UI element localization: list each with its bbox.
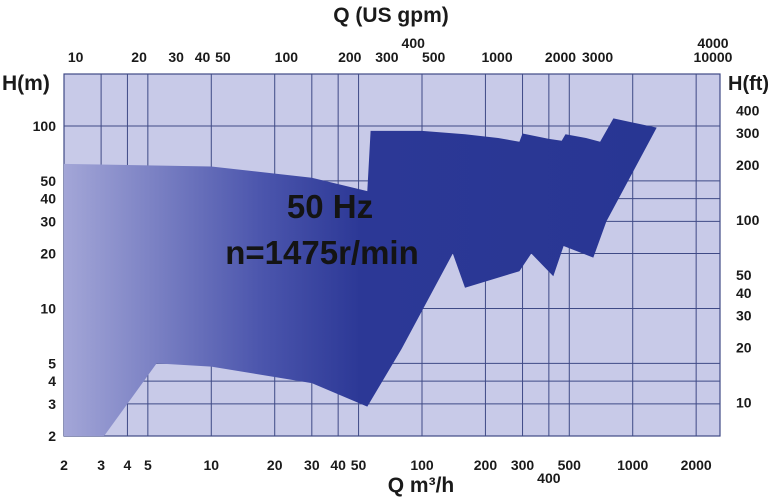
x-tick-label-bottom: 40 [330,457,346,473]
x-tick-label-top: 50 [215,49,231,65]
x-tick-label-bottom: 4 [124,457,132,473]
y-tick-label-right: 30 [736,308,752,324]
y-tick-label-left: 2 [48,428,56,444]
coverage-region [64,118,657,437]
annotation-speed: n=1475r/min [225,234,419,271]
y-tick-label-left: 30 [40,213,56,229]
y-tick-label-right: 50 [736,267,752,283]
y-tick-label-right: 10 [736,395,752,411]
y-tick-label-right: 20 [736,340,752,356]
x-tick-label-bottom: 3 [97,457,105,473]
x-tick-label-bottom: 5 [144,457,152,473]
x-tick-label-bottom: 20 [267,457,283,473]
top-axis-title: Q (US gpm) [333,4,449,27]
y-tick-label-right: 300 [736,125,760,141]
left-axis-title: H(m) [2,72,50,95]
x-tick-label-bottom: 1000 [617,457,648,473]
y-tick-label-left: 40 [40,191,56,207]
x-tick-label-top: 3000 [582,49,613,65]
y-tick-label-right: 40 [736,285,752,301]
x-tick-label-top: 1000 [481,49,512,65]
x-tick-label-bottom: 100 [410,457,434,473]
x-tick-label-top: 200 [338,49,362,65]
y-tick-label-right: 100 [736,212,760,228]
x-tick-label-top: 500 [422,49,446,65]
x-tick-label-top: 10000 [694,49,733,65]
x-tick-label-top: 40 [195,49,211,65]
x-tick-label-bottom: 300 [511,457,535,473]
x-tick-label-bottom: 30 [304,457,320,473]
x-tick-label-bottom: 2 [60,457,68,473]
x-tick-label-top: 400 [402,35,426,51]
x-tick-label-bottom: 10 [203,457,219,473]
x-tick-label-bottom: 50 [351,457,367,473]
y-tick-label-right: 200 [736,157,760,173]
right-axis-title: H(ft) [728,73,769,95]
y-tick-label-right: 400 [736,102,760,118]
x-tick-label-top: 4000 [697,35,728,51]
x-tick-label-top: 100 [275,49,299,65]
y-tick-label-left: 50 [40,173,56,189]
bottom-axis-title: Q m³/h [388,474,455,497]
x-tick-label-top: 10 [68,49,84,65]
annotation-frequency: 50 Hz [287,188,373,225]
x-tick-label-bottom: 400 [537,470,561,486]
y-tick-label-left: 4 [48,373,56,389]
y-tick-label-left: 10 [40,300,56,316]
x-tick-label-top: 30 [168,49,184,65]
x-tick-label-bottom: 200 [474,457,498,473]
y-tick-label-left: 20 [40,246,56,262]
x-tick-label-top: 20 [131,49,147,65]
y-tick-label-left: 3 [48,396,56,412]
y-tick-label-left: 5 [48,355,56,371]
y-tick-label-left: 100 [33,118,57,134]
x-tick-label-bottom: 500 [558,457,582,473]
x-tick-label-top: 300 [375,49,399,65]
x-tick-label-top: 2000 [545,49,576,65]
x-tick-label-bottom: 2000 [681,457,712,473]
